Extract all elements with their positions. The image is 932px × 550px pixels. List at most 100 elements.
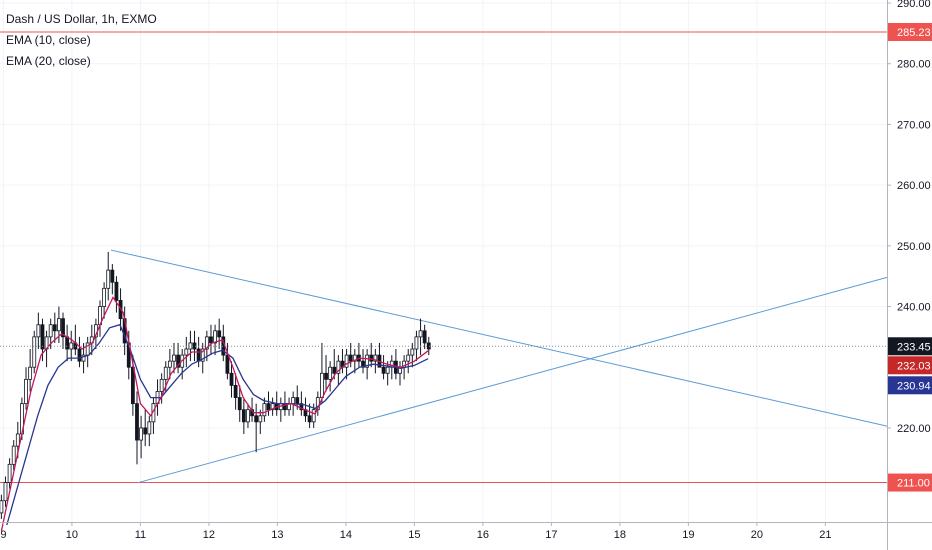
time-axis[interactable]: 9 10 11 12 13 14 15 16 17 18 19 20 21	[0, 522, 831, 541]
candle	[348, 342, 353, 368]
candle	[365, 349, 370, 380]
candle	[233, 373, 238, 410]
candle	[352, 349, 357, 374]
trendline-0[interactable]	[110, 249, 888, 427]
trendlines[interactable]	[110, 249, 888, 484]
candle	[151, 397, 156, 434]
candle	[28, 349, 33, 392]
candle	[241, 397, 246, 434]
y-tick-label: 280.00	[897, 59, 931, 71]
ema20-line	[6, 323, 429, 526]
candle	[307, 403, 312, 428]
x-tick-label: 16	[477, 529, 489, 541]
candle	[406, 349, 411, 374]
candle	[361, 349, 365, 374]
badge-285: 285.23	[888, 22, 932, 41]
candle	[381, 355, 386, 380]
candle	[167, 349, 172, 380]
y-tick-label: 220.00	[897, 423, 931, 435]
ema10-line	[0, 296, 429, 532]
legend: Dash / US Dollar, 1h, EXMO EMA (10, clos…	[6, 9, 157, 72]
candle	[287, 397, 291, 416]
candle	[7, 458, 12, 489]
candle	[324, 355, 328, 392]
x-tick-label: 12	[203, 529, 215, 541]
candle	[77, 336, 82, 368]
candle	[237, 385, 242, 422]
candle	[11, 440, 16, 471]
candle	[373, 349, 378, 374]
candle	[340, 349, 345, 374]
candle	[209, 324, 213, 356]
x-tick-label: 9	[0, 529, 6, 541]
candle	[217, 318, 222, 350]
svg-text:211.00: 211.00	[897, 478, 930, 490]
candle	[225, 342, 230, 380]
ema20-legend[interactable]: EMA (20, close)	[6, 54, 91, 68]
candle	[102, 282, 107, 319]
candle	[65, 324, 70, 362]
candle	[139, 415, 143, 459]
candle	[213, 324, 217, 356]
svg-text:230.94: 230.94	[897, 380, 931, 392]
candle	[172, 342, 176, 374]
candle	[110, 264, 115, 295]
price-axis[interactable]: 290.00 280.00 270.00 260.00 250.00 240.00 220.…	[887, 0, 931, 435]
y-tick-label: 250.00	[897, 241, 931, 253]
candle	[200, 342, 205, 374]
candle	[369, 342, 374, 368]
badge-211: 211.00	[888, 473, 932, 492]
x-tick-label: 21	[819, 529, 831, 541]
candle	[32, 330, 37, 374]
candle	[254, 403, 259, 453]
candle	[3, 476, 8, 507]
candle	[270, 397, 275, 416]
y-tick-label: 240.00	[897, 302, 931, 314]
trendline-1[interactable]	[138, 276, 888, 484]
x-tick-label: 14	[340, 529, 352, 541]
candle	[73, 324, 78, 356]
candle	[159, 373, 164, 404]
x-tick-label: 19	[682, 529, 694, 541]
price-badges: 285.23 211.00 233.45 232.03 230.94	[888, 22, 932, 492]
candle	[114, 276, 119, 313]
x-tick-label: 13	[271, 529, 283, 541]
ema-lines	[0, 296, 429, 532]
x-tick-label: 11	[135, 529, 146, 541]
badge-last-price: 233.45	[888, 337, 932, 356]
candle	[184, 336, 189, 368]
ema10-legend[interactable]: EMA (10, close)	[6, 33, 91, 47]
y-tick-label: 260.00	[897, 180, 931, 192]
grid	[0, 0, 887, 522]
candle	[106, 251, 111, 301]
symbol-title[interactable]: Dash / US Dollar, 1h, EXMO	[6, 12, 157, 26]
x-tick-label: 20	[751, 529, 763, 541]
candle	[266, 391, 271, 416]
y-tick-label: 290.00	[897, 0, 931, 10]
candle	[414, 330, 419, 362]
svg-text:233.45: 233.45	[897, 341, 931, 353]
candle	[332, 349, 337, 380]
candle	[52, 312, 57, 343]
candle	[98, 300, 102, 337]
badge-ema20: 230.94	[888, 376, 932, 395]
candle	[188, 330, 193, 362]
candle	[258, 409, 263, 434]
candle	[61, 312, 65, 350]
candle	[192, 330, 197, 362]
candle	[143, 409, 148, 447]
candle	[36, 312, 41, 350]
svg-text:232.03: 232.03	[897, 360, 931, 372]
candle	[393, 349, 398, 380]
x-tick-label: 10	[66, 529, 78, 541]
candle	[422, 324, 427, 350]
candle	[426, 336, 431, 356]
candle	[418, 318, 423, 356]
candle	[0, 494, 4, 519]
candle	[176, 342, 180, 374]
horizontal-lines[interactable]	[0, 31, 887, 484]
candle	[246, 403, 250, 428]
svg-text:285.23: 285.23	[897, 27, 931, 39]
